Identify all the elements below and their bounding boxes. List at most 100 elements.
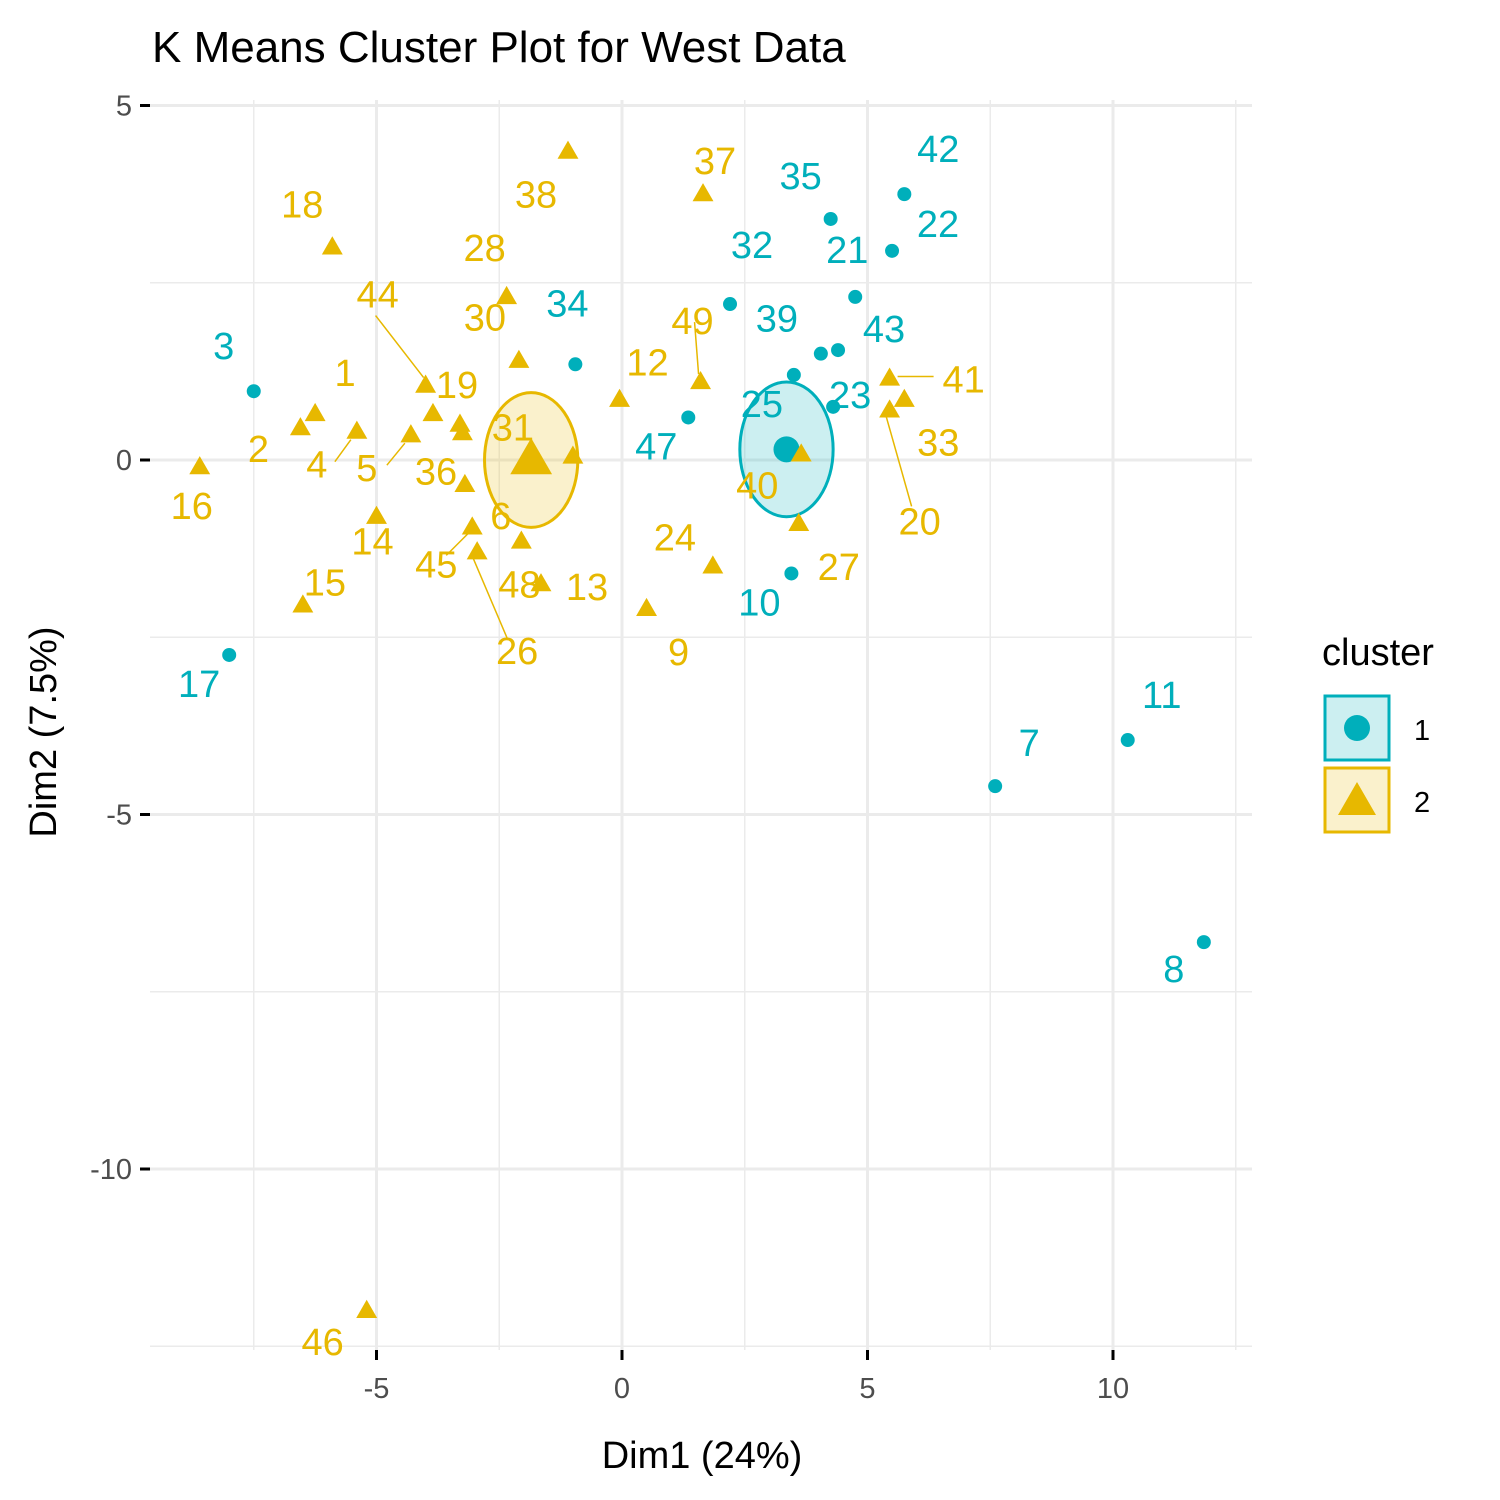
point-label: 11 <box>1142 675 1181 717</box>
point-label: 6 <box>490 496 511 538</box>
cluster-point <box>897 187 912 202</box>
cluster-point <box>510 530 532 549</box>
point-label: 18 <box>281 184 323 226</box>
cluster-point <box>562 445 584 464</box>
point-label: 35 <box>780 156 822 198</box>
cluster-point <box>289 417 311 436</box>
point-label: 37 <box>694 141 736 183</box>
cluster-point <box>422 402 444 422</box>
cluster-point <box>304 402 326 422</box>
point-label: 10 <box>738 582 780 624</box>
point-label: 49 <box>671 301 713 343</box>
y-axis: 5 0 -5 -10 <box>90 91 150 1186</box>
label-leader-line <box>884 414 913 507</box>
point-label: 7 <box>1019 723 1040 765</box>
cluster-point <box>557 140 579 159</box>
point-label: 1 <box>335 353 356 395</box>
point-label: 21 <box>826 230 868 272</box>
cluster-point <box>988 779 1003 794</box>
point-label: 23 <box>829 375 871 417</box>
point-label: 43 <box>863 309 905 351</box>
point-label: 34 <box>546 283 588 325</box>
point-label: 12 <box>626 343 668 385</box>
point-label: 19 <box>436 365 478 407</box>
cluster-point <box>321 236 343 255</box>
cluster-point <box>292 594 314 613</box>
cluster-point <box>690 371 712 390</box>
y-axis-title: Dim2 (7.5%) <box>23 626 65 837</box>
cluster-point <box>346 420 368 439</box>
cluster-point <box>1196 935 1211 950</box>
cluster-point <box>366 505 387 524</box>
legend-key-2 <box>1323 766 1391 834</box>
point-label: 2 <box>248 429 269 471</box>
point-label: 24 <box>654 517 696 559</box>
point-label: 41 <box>942 359 984 401</box>
point-label: 39 <box>756 299 798 341</box>
label-leader-line <box>375 315 425 379</box>
panel-background <box>150 100 1252 1350</box>
point-label: 38 <box>515 175 557 217</box>
chart-title: K Means Cluster Plot for West Data <box>152 23 846 72</box>
point-label: 8 <box>1163 949 1184 991</box>
cluster-point <box>848 289 863 304</box>
cluster-point <box>461 516 483 535</box>
legend-triangle-icon <box>1338 782 1376 815</box>
x-axis-title: Dim1 (24%) <box>602 1435 803 1477</box>
point-label: 48 <box>498 565 540 607</box>
cluster-point <box>786 367 801 382</box>
cluster-point <box>356 1299 378 1318</box>
point-label: 5 <box>356 448 377 490</box>
point-label: 27 <box>818 547 860 589</box>
cluster-point <box>879 399 901 418</box>
x-tick-label: -5 <box>364 1373 390 1405</box>
legend: cluster 1 2 <box>1322 632 1434 834</box>
point-label: 31 <box>492 407 534 449</box>
point-label: 42 <box>917 129 959 171</box>
point-label: 36 <box>415 452 457 494</box>
legend-circle-icon <box>1344 715 1370 741</box>
point-label: 28 <box>463 228 505 270</box>
point-label: 46 <box>302 1322 344 1364</box>
point-label: 20 <box>898 501 940 543</box>
cluster-point <box>813 346 828 361</box>
cluster-point <box>496 285 518 305</box>
point-label: 30 <box>464 298 506 340</box>
cluster-point <box>723 297 738 312</box>
legend-label: 1 <box>1414 715 1430 747</box>
point-label: 26 <box>496 631 538 673</box>
label-leader-line <box>445 532 469 556</box>
point-label: 47 <box>635 426 677 468</box>
y-tick-label: -10 <box>90 1154 132 1186</box>
label-leader-line <box>334 439 352 463</box>
cluster-point <box>508 349 530 368</box>
label-leader-line <box>386 442 406 466</box>
point-label: 15 <box>304 562 346 604</box>
cluster-point <box>246 384 261 399</box>
label-leader-line <box>693 321 700 375</box>
point-label: 33 <box>917 423 959 465</box>
cluster-point <box>222 647 237 662</box>
cluster-point <box>189 456 211 475</box>
point-label: 9 <box>668 632 689 674</box>
cluster-point <box>885 243 900 258</box>
point-label: 14 <box>351 522 393 564</box>
cluster-point <box>893 388 915 407</box>
cluster-point <box>454 473 476 492</box>
cluster-point <box>451 422 473 441</box>
cluster-point <box>826 399 841 414</box>
cluster-2-centroid <box>510 438 553 475</box>
cluster-point <box>400 424 422 443</box>
legend-label: 2 <box>1414 787 1430 819</box>
y-tick-label: 0 <box>116 445 132 477</box>
cluster-point <box>681 410 696 425</box>
cluster-point <box>466 541 488 560</box>
point-label: 45 <box>415 544 457 586</box>
point-label: 3 <box>213 326 234 368</box>
point-label: 4 <box>306 445 327 487</box>
